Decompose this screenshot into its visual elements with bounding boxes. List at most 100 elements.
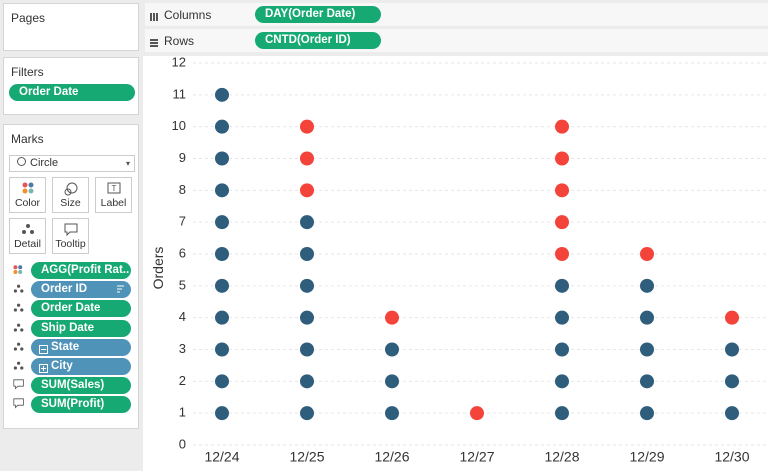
dot bbox=[555, 278, 569, 293]
field-pill[interactable]: City bbox=[31, 358, 131, 375]
y-tick-label: 6 bbox=[179, 245, 186, 260]
mark-button[interactable]: Tooltip bbox=[52, 218, 89, 254]
dot bbox=[215, 374, 229, 389]
dot bbox=[555, 215, 569, 230]
dot bbox=[555, 406, 569, 421]
mark-button-label: Size bbox=[60, 197, 81, 209]
dot bbox=[640, 374, 654, 389]
dot bbox=[300, 183, 314, 198]
dot bbox=[385, 406, 399, 421]
dot bbox=[300, 215, 314, 230]
hierarchy-icon bbox=[39, 343, 48, 356]
dot bbox=[300, 406, 314, 421]
dot bbox=[555, 310, 569, 325]
mark-button-label: Label bbox=[100, 197, 127, 209]
mark-icon bbox=[10, 182, 45, 197]
field-label: AGG(Profit Rat.. bbox=[41, 264, 130, 276]
dot bbox=[215, 278, 229, 293]
dot bbox=[555, 247, 569, 261]
shelf-pill[interactable]: CNTD(Order ID) bbox=[255, 32, 381, 49]
dot bbox=[725, 406, 739, 421]
x-tick-label: 12/24 bbox=[204, 449, 239, 465]
dot bbox=[215, 406, 229, 421]
dropdown-arrow: ▾ bbox=[125, 159, 130, 168]
x-tick-label: 12/30 bbox=[714, 449, 749, 465]
mark-icon: T bbox=[96, 182, 131, 197]
dot bbox=[725, 342, 739, 357]
rows-shelf: Rows CNTD(Order ID) bbox=[145, 29, 768, 52]
dot bbox=[215, 183, 229, 198]
dot bbox=[215, 151, 229, 166]
shelf-icon bbox=[149, 9, 159, 27]
mark-button-label: Detail bbox=[14, 238, 41, 250]
shelf-label: Columns bbox=[164, 8, 212, 22]
dot bbox=[385, 310, 399, 325]
mark-icon bbox=[53, 223, 88, 239]
y-axis-label: Orders bbox=[150, 247, 166, 290]
mark-button[interactable]: T Label bbox=[95, 177, 132, 213]
chart-background bbox=[143, 56, 768, 471]
mark-button[interactable]: Color bbox=[9, 177, 46, 213]
dot bbox=[300, 374, 314, 389]
shelf-pill[interactable]: DAY(Order Date) bbox=[255, 6, 381, 23]
filters-panel: Filters Order Date bbox=[3, 57, 139, 115]
field-label: Order Date bbox=[41, 302, 101, 315]
field-pill[interactable]: Order ID bbox=[31, 281, 131, 299]
x-tick-label: 12/29 bbox=[629, 449, 664, 465]
encoding-icon bbox=[13, 379, 24, 393]
mark-button[interactable]: Size bbox=[52, 177, 89, 213]
mark-type: Circle bbox=[30, 157, 59, 169]
dot bbox=[555, 342, 569, 357]
dot bbox=[215, 310, 229, 325]
y-tick-label: 4 bbox=[179, 309, 186, 324]
mark-button[interactable]: Detail bbox=[9, 218, 46, 254]
dot bbox=[555, 151, 569, 166]
dot bbox=[725, 310, 739, 325]
y-tick-label: 12 bbox=[172, 56, 186, 69]
field-label: Ship Date bbox=[41, 321, 95, 334]
dot bbox=[300, 310, 314, 325]
filter-pill[interactable]: Order Date bbox=[9, 84, 135, 101]
dot bbox=[215, 119, 229, 134]
encoding-icon bbox=[13, 360, 24, 374]
y-tick-label: 8 bbox=[179, 182, 186, 197]
y-tick-label: 2 bbox=[179, 373, 186, 388]
dot bbox=[640, 247, 654, 261]
field-pill[interactable]: SUM(Profit) bbox=[31, 396, 131, 414]
dot bbox=[300, 278, 314, 293]
field-pill[interactable]: State bbox=[31, 338, 131, 356]
dot bbox=[555, 119, 569, 134]
x-tick-label: 12/25 bbox=[289, 449, 324, 465]
pages-panel: Pages bbox=[3, 3, 139, 51]
circle-icon bbox=[17, 157, 26, 166]
field-pill[interactable]: Order Date bbox=[31, 300, 131, 318]
field-label: SUM(Profit) bbox=[41, 398, 105, 411]
mark-button-label: Tooltip bbox=[55, 238, 86, 250]
dot bbox=[640, 278, 654, 293]
dot bbox=[555, 183, 569, 198]
dot bbox=[215, 342, 229, 357]
mark-icon bbox=[53, 182, 88, 199]
y-tick-label: 10 bbox=[172, 118, 186, 133]
dot bbox=[215, 87, 229, 102]
field-pill[interactable]: AGG(Profit Rat.. bbox=[31, 262, 131, 279]
dot bbox=[215, 215, 229, 230]
dot bbox=[300, 342, 314, 357]
y-tick-label: 3 bbox=[179, 341, 186, 356]
dot bbox=[725, 374, 739, 389]
encoding-icon bbox=[13, 398, 24, 412]
x-tick-label: 12/27 bbox=[459, 449, 494, 465]
marks-panel: Marks Circle ▾ Color Size T Label Detail Tool… bbox=[3, 124, 139, 429]
x-tick-label: 12/26 bbox=[374, 449, 409, 465]
mark-type-dropdown[interactable]: Circle ▾ bbox=[9, 155, 135, 172]
x-tick-label: 12/28 bbox=[544, 449, 579, 465]
dot bbox=[300, 119, 314, 134]
y-tick-label: 1 bbox=[179, 405, 186, 420]
y-tick-label: 5 bbox=[179, 277, 186, 292]
panel-title: Pages bbox=[11, 11, 46, 25]
field-pill[interactable]: Ship Date bbox=[31, 319, 131, 337]
field-pill[interactable]: SUM(Sales) bbox=[31, 377, 131, 395]
field-label: State bbox=[51, 340, 80, 353]
